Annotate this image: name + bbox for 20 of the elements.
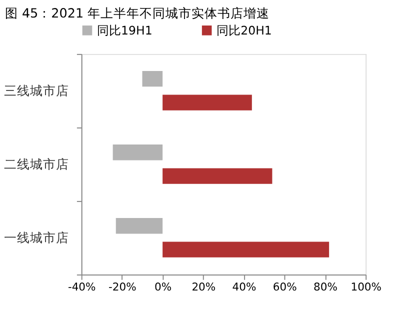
x-tick-label: -40% — [68, 280, 96, 294]
x-tick-label: 40% — [232, 280, 256, 294]
x-tick-label: 20% — [192, 280, 216, 294]
x-tick-label: 80% — [314, 280, 338, 294]
y-tick-label: 一线城市店 — [4, 230, 70, 246]
chart-title: 图 45：2021 年上半年不同城市实体书店增速 — [4, 6, 270, 22]
bar — [112, 144, 163, 160]
bar — [162, 242, 330, 258]
x-tick-label: 60% — [272, 280, 297, 294]
y-tick-label: 二线城市店 — [4, 156, 70, 173]
x-tick-label: -20% — [108, 280, 136, 294]
x-tick-label: 0% — [154, 280, 172, 294]
bar — [162, 94, 252, 110]
x-tick-label: 100% — [350, 280, 382, 294]
bar — [116, 218, 163, 234]
bar — [142, 71, 163, 87]
legend-label: 同比20H1 — [216, 23, 272, 38]
y-tick-label: 三线城市店 — [4, 83, 70, 100]
legend-label: 同比19H1 — [97, 23, 152, 38]
bar — [162, 168, 272, 184]
